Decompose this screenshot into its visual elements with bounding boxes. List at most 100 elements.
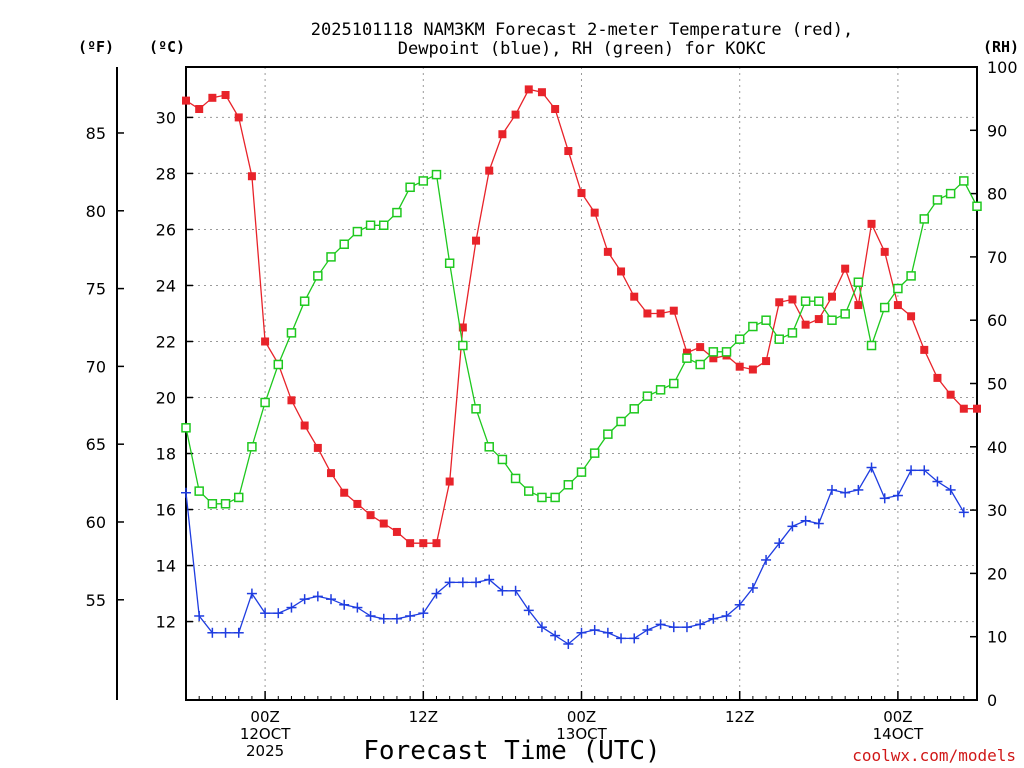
temperature-point (775, 298, 784, 307)
temperature-point (709, 354, 718, 363)
dewpoint-point (576, 627, 587, 638)
rh-point (695, 359, 705, 370)
temperature-point (445, 477, 454, 486)
temperature-point (933, 373, 942, 382)
dewpoint-point (840, 487, 851, 498)
dewpoint-point (826, 484, 837, 495)
temperature-point (353, 499, 362, 508)
dewpoint-point (906, 465, 917, 476)
dewpoint-point (286, 602, 297, 613)
temperature-point (221, 91, 230, 100)
rh-point (576, 467, 587, 477)
rh-point (299, 296, 310, 306)
temperature-point (854, 301, 863, 310)
time-tick-label: 12Z (409, 708, 438, 726)
dewpoint-point (484, 574, 495, 585)
rh-tick-label: 60 (987, 311, 1007, 330)
celsius-tick-label: 14 (156, 557, 176, 576)
dewpoint-point (919, 465, 930, 476)
temperature-point (313, 443, 322, 452)
series-line (185, 466, 965, 645)
rh-point (589, 448, 600, 458)
celsius-axis-unit: (ºC) (149, 38, 185, 56)
credit-link[interactable]: coolwx.com/models (852, 746, 1016, 765)
temperature-point (880, 247, 889, 256)
time-tick-label: 14OCT (873, 725, 924, 743)
rh-point (313, 271, 323, 281)
dewpoint-point (958, 507, 969, 518)
temperature-point (643, 309, 652, 318)
dewpoint-point (471, 577, 482, 588)
rh-point (840, 309, 850, 319)
temperature-point (564, 147, 573, 156)
time-tick-label: 00Z (250, 708, 279, 726)
temperature-point (907, 312, 916, 321)
temperature-point (748, 365, 757, 374)
celsius-tick-label: 28 (156, 164, 176, 183)
celsius-tick-label: 20 (156, 389, 176, 408)
rh-point (563, 480, 574, 490)
celsius-tick-label: 22 (156, 332, 176, 351)
time-tick-label: 00Z (883, 708, 912, 726)
temperature-point (590, 208, 599, 217)
temperature-point (485, 166, 494, 175)
rh-point (497, 454, 508, 465)
temperature-point (182, 96, 190, 105)
fahrenheit-tick-label: 85 (86, 124, 106, 143)
temperature-point (524, 85, 533, 94)
rh-point (220, 499, 231, 509)
rh-point (365, 220, 376, 230)
x-axis-label: Forecast Time (UTC) (363, 736, 660, 766)
series-temperature (182, 85, 981, 548)
rh-point (919, 214, 930, 224)
dewpoint-point (431, 588, 442, 599)
dewpoint-point (708, 613, 719, 624)
fahrenheit-axis-unit: (ºF) (78, 38, 114, 56)
temperature-point (788, 295, 797, 304)
dewpoint-point (681, 622, 692, 633)
dewpoint-point (932, 476, 943, 487)
rh-point (879, 302, 890, 313)
rh-point (418, 176, 429, 186)
rh-point (458, 340, 468, 351)
dewpoint-point (602, 627, 613, 638)
rh-point (748, 321, 758, 332)
rh-point (194, 486, 204, 496)
dewpoint-point (879, 493, 890, 504)
celsius-tick-label: 16 (156, 501, 176, 520)
temperature-point (617, 267, 626, 276)
celsius-axis-ticks: 12 14 16 18 20 22 24 26 28 30 (156, 108, 193, 632)
temperature-point (827, 292, 836, 301)
dewpoint-point (563, 638, 574, 649)
dewpoint-point (352, 602, 363, 613)
fahrenheit-tick-label: 55 (86, 591, 106, 610)
rh-point (774, 334, 784, 344)
dewpoint-point (589, 624, 600, 635)
rh-point (260, 397, 270, 408)
temperature-point (419, 539, 428, 548)
rh-point (207, 499, 218, 509)
temperature-point (669, 306, 678, 315)
temperature-point (577, 189, 586, 198)
rh-point (787, 328, 798, 338)
temperature-point (656, 309, 665, 318)
temperature-point (432, 539, 441, 548)
rh-point (326, 252, 336, 262)
dewpoint-point (800, 515, 811, 526)
rh-point (510, 473, 521, 484)
dewpoint-point (418, 608, 429, 619)
time-tick-label: 13OCT (556, 725, 607, 743)
rh-point (972, 201, 982, 212)
rh-point (550, 492, 560, 503)
gridlines (186, 67, 977, 700)
dewpoint-point (616, 633, 627, 644)
dewpoint-point (721, 610, 732, 621)
rh-tick-label: 10 (987, 628, 1007, 647)
dewpoint-point (339, 599, 350, 610)
chart-title-line1: 2025101118 NAM3KM Forecast 2-meter Tempe… (311, 20, 853, 40)
temperature-point (814, 315, 823, 324)
rh-point (286, 328, 297, 338)
celsius-tick-label: 30 (156, 108, 176, 127)
temperature-point (893, 301, 902, 310)
